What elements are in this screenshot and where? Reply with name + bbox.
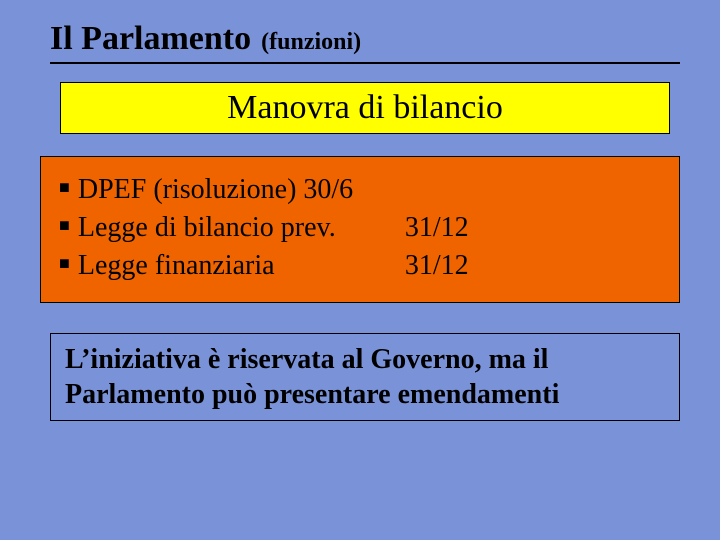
list-item: ■ Legge finanziaria 31/12 — [59, 247, 661, 285]
slide-title: Il Parlamento (funzioni) — [50, 20, 680, 64]
heading-text: Manovra di bilancio — [227, 89, 503, 126]
heading-box: Manovra di bilancio — [60, 82, 670, 134]
item-label: DPEF (risoluzione) — [78, 171, 297, 209]
note-box: L’iniziativa è riservata al Governo, ma … — [50, 333, 680, 421]
square-bullet-icon: ■ — [59, 213, 70, 237]
item-label: Legge di bilancio prev. — [78, 209, 398, 247]
list-item: ■ Legge di bilancio prev. 31/12 — [59, 209, 661, 247]
item-date: 30/6 — [303, 171, 353, 209]
square-bullet-icon: ■ — [59, 175, 70, 199]
slide: Il Parlamento (funzioni) Manovra di bila… — [0, 0, 720, 540]
item-label: Legge finanziaria — [78, 247, 398, 285]
item-date: 31/12 — [405, 247, 469, 285]
title-sub: (funzioni) — [261, 29, 361, 55]
note-text: L’iniziativa è riservata al Governo, ma … — [65, 344, 559, 410]
square-bullet-icon: ■ — [59, 251, 70, 275]
list-item: ■ DPEF (risoluzione) 30/6 — [59, 171, 661, 209]
items-box: ■ DPEF (risoluzione) 30/6 ■ Legge di bil… — [40, 156, 680, 303]
item-date: 31/12 — [405, 209, 469, 247]
title-main: Il Parlamento — [50, 20, 251, 57]
